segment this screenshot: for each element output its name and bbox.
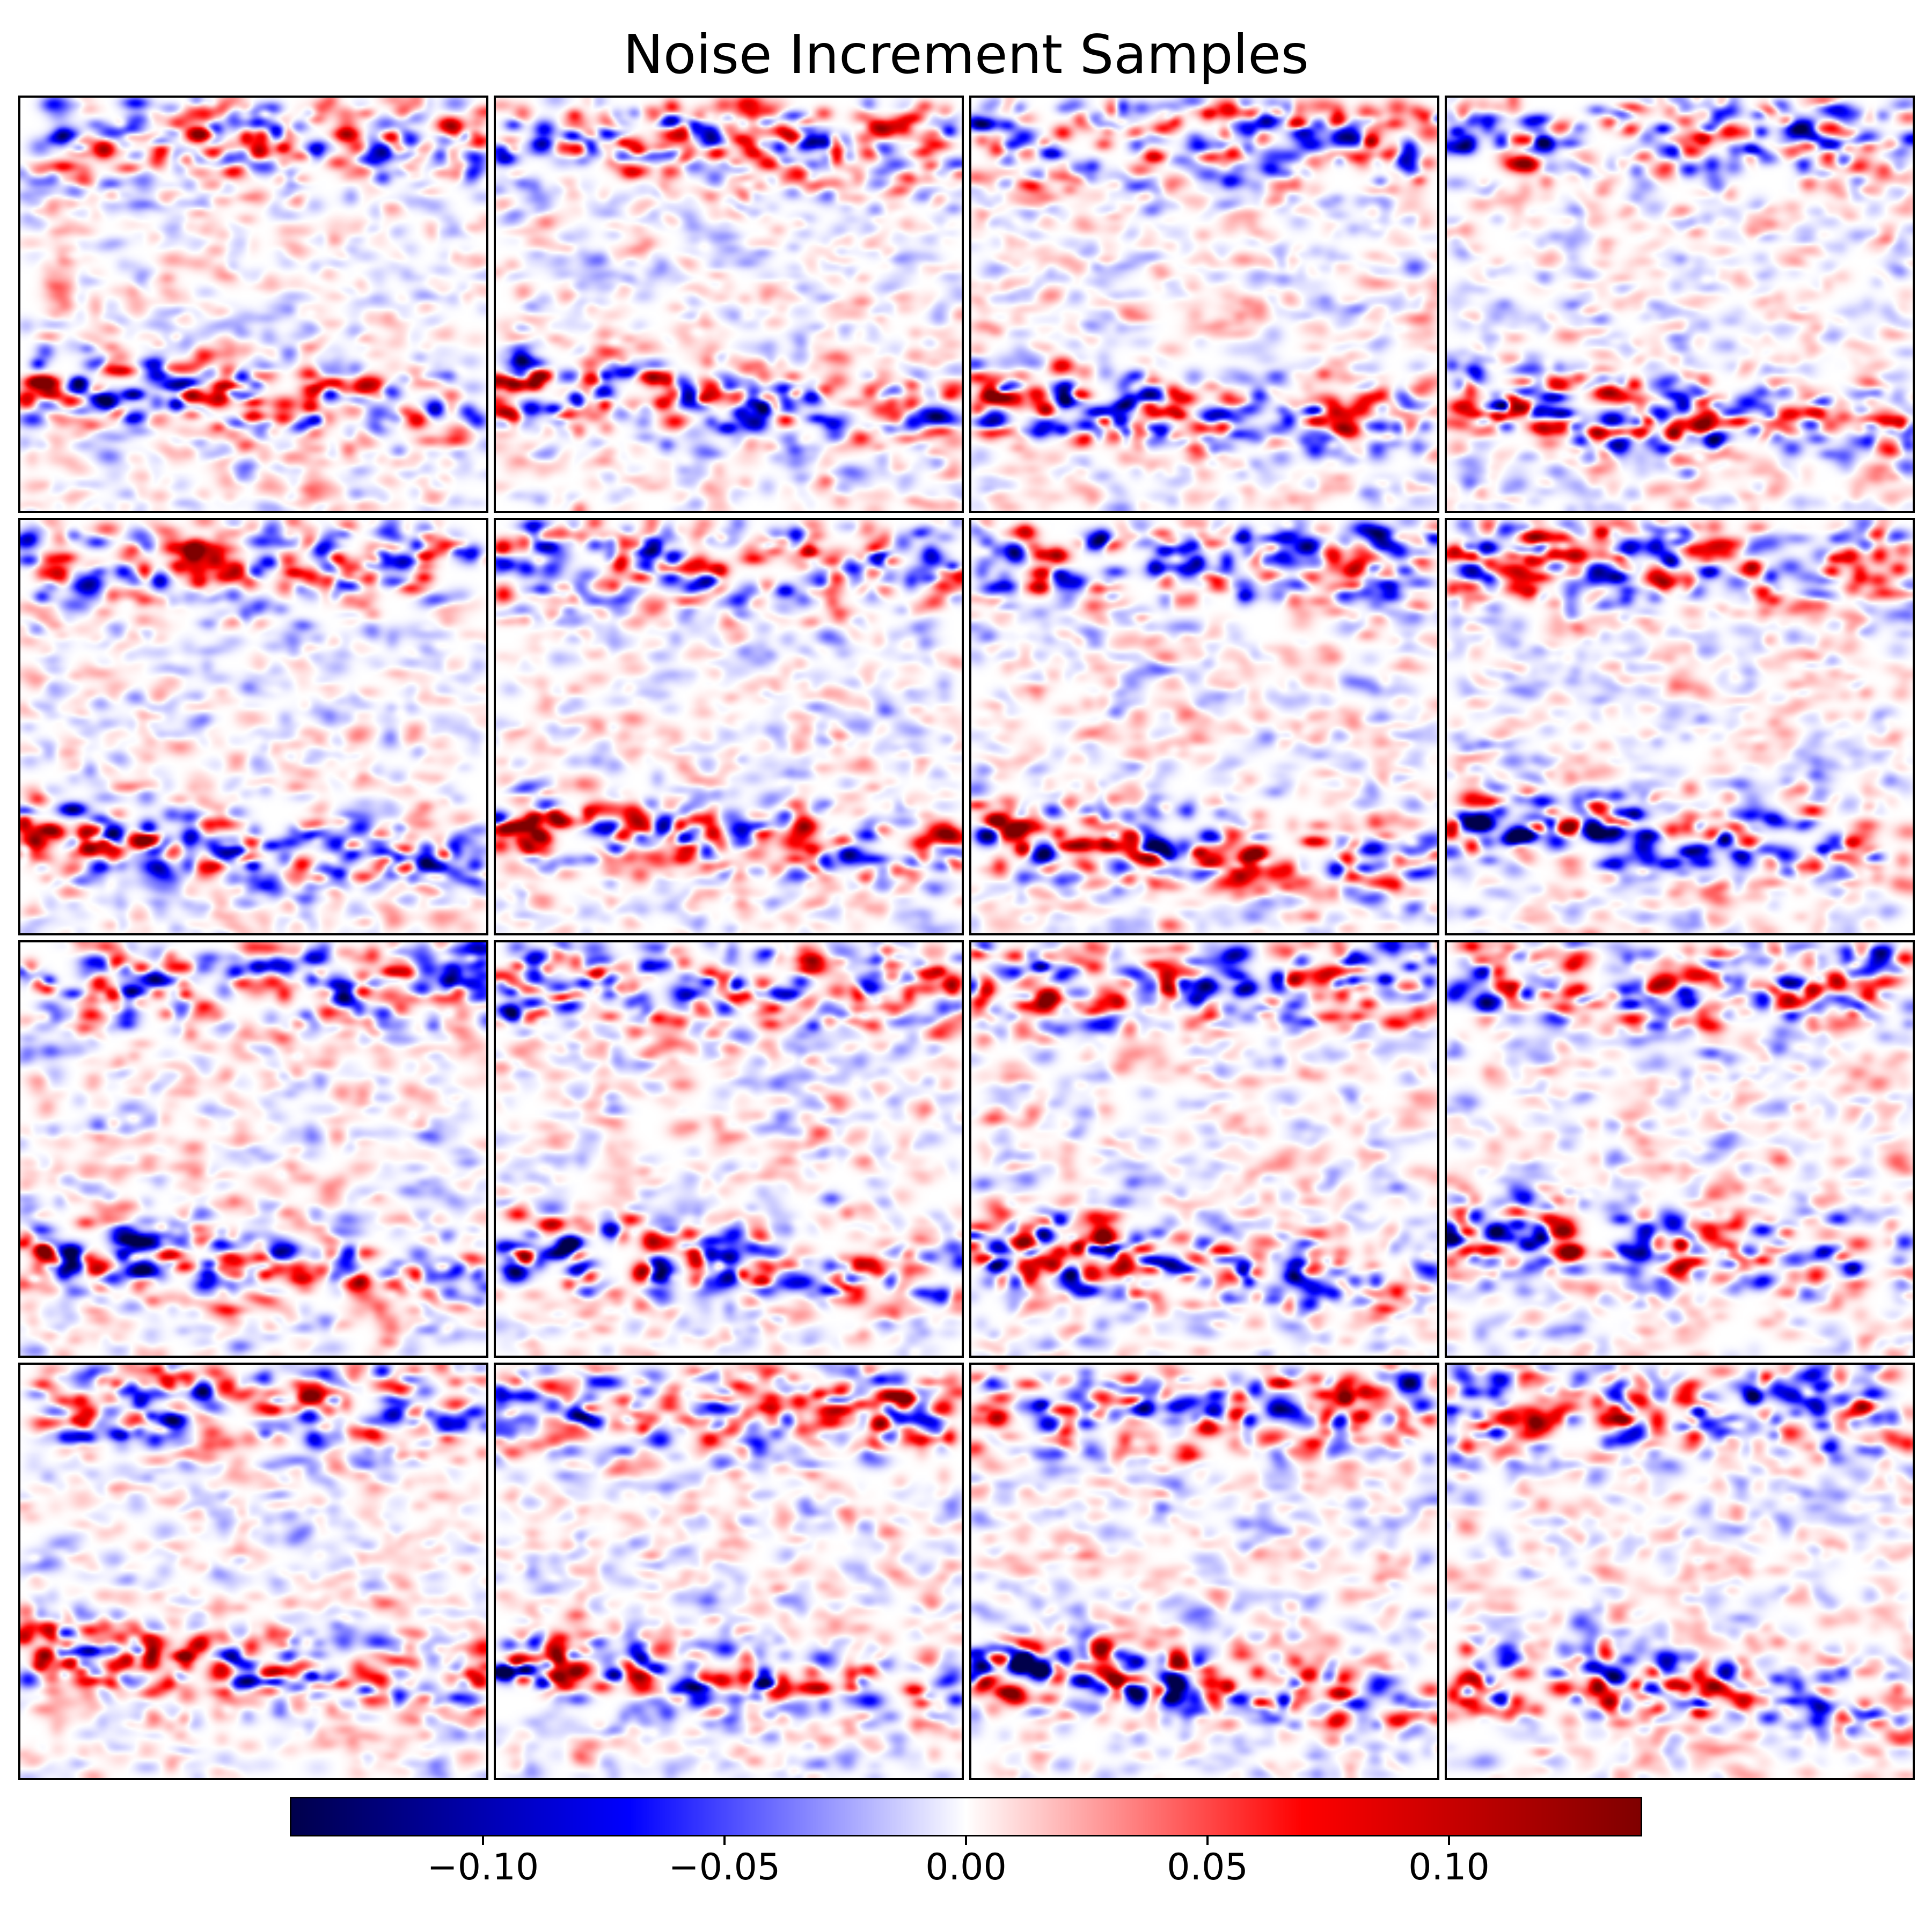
noise-sample-panel-7 [969, 518, 1439, 935]
colorbar-tick-mark [1206, 1836, 1209, 1845]
noise-sample-panel-11 [969, 940, 1439, 1358]
noise-field-16 [1447, 1365, 1913, 1778]
noise-sample-panel-4 [1445, 96, 1915, 513]
colorbar [290, 1797, 1642, 1836]
noise-sample-panel-15 [969, 1363, 1439, 1780]
noise-sample-panel-14 [494, 1363, 964, 1780]
noise-field-1 [20, 98, 486, 511]
colorbar-tick-label: 0.10 [1408, 1846, 1490, 1889]
noise-field-2 [496, 98, 962, 511]
noise-field-13 [20, 1365, 486, 1778]
noise-field-3 [971, 98, 1437, 511]
noise-sample-panel-9 [18, 940, 488, 1358]
noise-field-9 [20, 942, 486, 1356]
noise-sample-panel-5 [18, 518, 488, 935]
colorbar-tick-label: 0.05 [1167, 1846, 1248, 1889]
colorbar-tick-label: 0.00 [925, 1846, 1007, 1889]
noise-field-7 [971, 520, 1437, 933]
noise-sample-panel-12 [1445, 940, 1915, 1358]
noise-sample-panel-2 [494, 96, 964, 513]
colorbar-tick-label: −0.10 [427, 1846, 539, 1889]
noise-field-11 [971, 942, 1437, 1356]
noise-field-8 [1447, 520, 1913, 933]
noise-sample-panel-10 [494, 940, 964, 1358]
colorbar-tick-label: −0.05 [668, 1846, 781, 1889]
noise-sample-panel-6 [494, 518, 964, 935]
noise-sample-panel-16 [1445, 1363, 1915, 1780]
colorbar-gradient [291, 1798, 1641, 1835]
noise-field-6 [496, 520, 962, 933]
noise-sample-panel-8 [1445, 518, 1915, 935]
colorbar-tick-mark [1448, 1836, 1450, 1845]
noise-field-12 [1447, 942, 1913, 1356]
colorbar-tick-mark [723, 1836, 726, 1845]
noise-field-10 [496, 942, 962, 1356]
colorbar-tick-mark [965, 1836, 967, 1845]
noise-sample-panel-3 [969, 96, 1439, 513]
noise-field-5 [20, 520, 486, 933]
chart-title: Noise Increment Samples [623, 23, 1309, 86]
colorbar-tick-mark [482, 1836, 484, 1845]
noise-field-4 [1447, 98, 1913, 511]
noise-sample-panel-13 [18, 1363, 488, 1780]
noise-sample-panel-1 [18, 96, 488, 513]
noise-field-14 [496, 1365, 962, 1778]
noise-field-15 [971, 1365, 1437, 1778]
